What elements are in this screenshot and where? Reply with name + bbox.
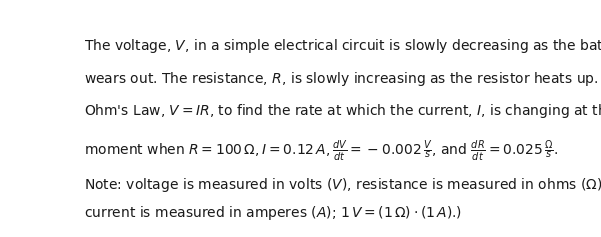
Text: Ohm's Law, $V = IR$, to find the rate at which the current, $I$, is changing at : Ohm's Law, $V = IR$, to find the rate at… [84,102,601,120]
Text: current is measured in amperes $(A)$; $1\,V = (1\,\Omega) \cdot (1\,A)$.): current is measured in amperes $(A)$; $1… [84,204,462,222]
Text: Note: voltage is measured in volts $(V)$, resistance is measured in ohms $(\Omeg: Note: voltage is measured in volts $(V)$… [84,176,601,194]
Text: wears out. The resistance, $R$, is slowly increasing as the resistor heats up. U: wears out. The resistance, $R$, is slowl… [84,69,601,87]
Text: moment when $R = 100\,\Omega, I = 0.12\,A, \frac{dV}{dt} = -0.002\,\frac{V}{s}$,: moment when $R = 100\,\Omega, I = 0.12\,… [84,139,558,163]
Text: The voltage, $V$, in a simple electrical circuit is slowly decreasing as the bat: The voltage, $V$, in a simple electrical… [84,37,601,55]
